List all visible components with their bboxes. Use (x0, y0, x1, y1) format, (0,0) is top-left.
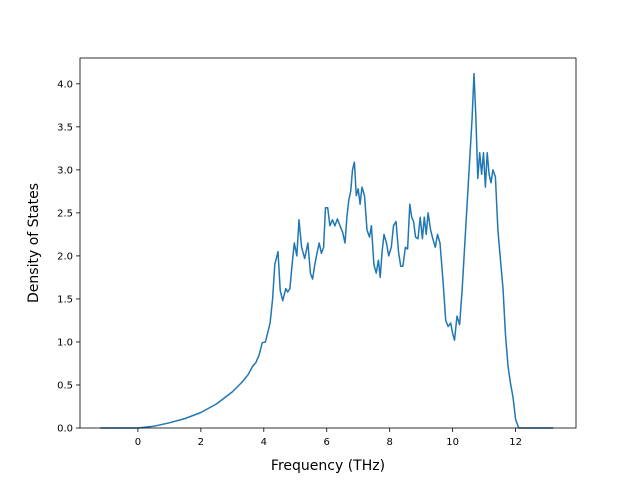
x-tick-label: 4 (261, 437, 267, 448)
y-tick-label: 3.0 (57, 165, 73, 176)
plot-area (80, 58, 576, 428)
plot-frame (79, 57, 577, 429)
y-tick-label: 1.0 (57, 337, 73, 348)
y-tick-label: 0.5 (57, 380, 73, 391)
y-axis-label: Density of States (26, 183, 42, 303)
y-tick-label: 2.0 (57, 251, 73, 262)
y-tick-label: 1.5 (57, 294, 73, 305)
x-tick-label: 2 (198, 437, 204, 448)
x-tick-label: 6 (324, 437, 330, 448)
y-tick-label: 2.5 (57, 208, 73, 219)
dos-series-line (100, 72, 554, 429)
y-tick-label: 0.0 (57, 424, 73, 435)
x-axis-label: Frequency (THz) (271, 458, 385, 474)
x-axis-ticks: 0 2 4 6 8 10 12 (135, 428, 522, 448)
x-tick-label: 10 (446, 437, 459, 448)
x-tick-label: 0 (135, 437, 141, 448)
y-tick-label: 4.0 (57, 79, 73, 90)
y-axis-ticks: 0.0 0.5 1.0 1.5 2.0 2.5 3.0 3.5 4.0 (57, 79, 80, 435)
y-tick-label: 3.5 (57, 122, 73, 133)
x-tick-label: 8 (386, 437, 392, 448)
x-tick-label: 12 (509, 437, 522, 448)
